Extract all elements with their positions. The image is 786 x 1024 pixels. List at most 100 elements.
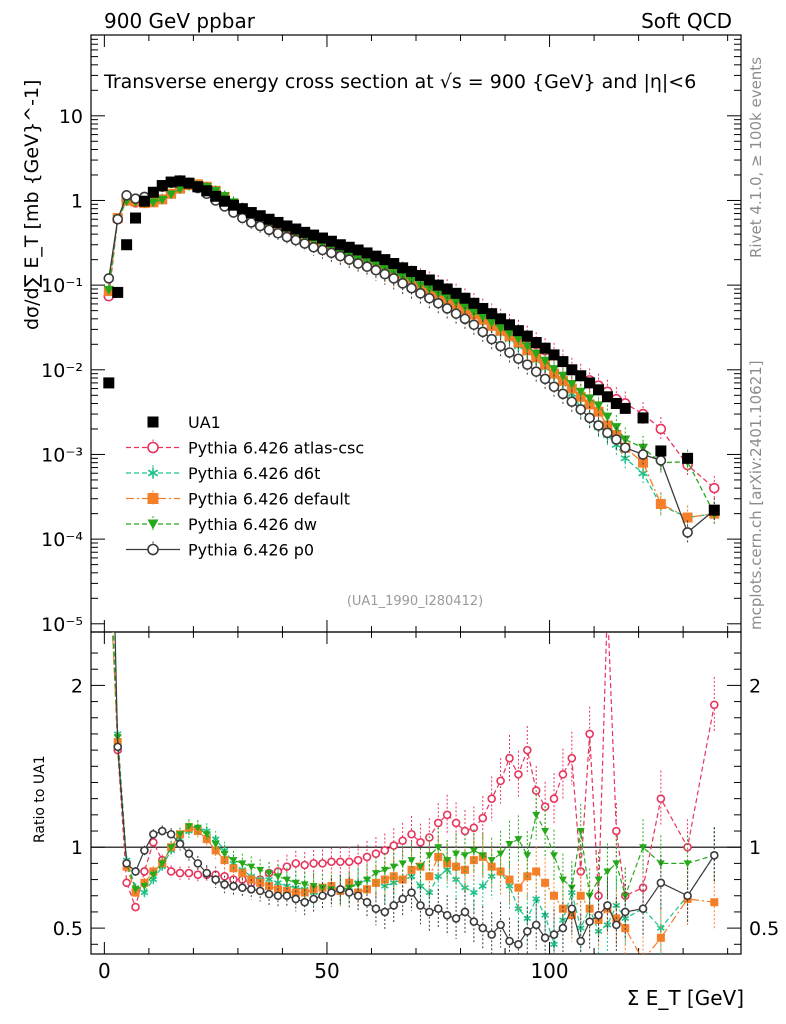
ratio-point-4: [202, 868, 212, 878]
ratio-point-0: [309, 859, 318, 868]
ratio-point-0: [193, 870, 203, 880]
ratio-point-4: [291, 894, 301, 904]
series-point-4: [450, 308, 462, 319]
y-tick-label: 1: [71, 190, 83, 212]
ratio-point-3: [202, 831, 211, 839]
ratio-point-2: [425, 872, 434, 881]
ratio-point-4: [371, 904, 381, 913]
ratio-point-4: [220, 880, 229, 889]
data-point: [201, 185, 213, 197]
ratio-point-1-arm: [532, 896, 541, 902]
data-point: [682, 452, 694, 464]
series-point-4: [619, 442, 631, 454]
ratio-point-2: [541, 878, 550, 887]
ratio-point-4: [576, 936, 586, 946]
y-tick-label: 10⁻⁵: [41, 614, 83, 636]
ratio-point-3: [460, 852, 469, 860]
series-point-2: [655, 498, 666, 509]
ratio-point-2: [710, 898, 719, 907]
ratio-point-4: [318, 891, 327, 901]
ratio-point-4: [612, 920, 621, 930]
ratio-point-3: [371, 870, 380, 878]
series-point-4: [682, 527, 693, 538]
ratio-point-4: [585, 917, 594, 926]
series-point-4: [602, 427, 613, 439]
data-point: [441, 283, 453, 295]
ratio-line-3: [112, 632, 715, 898]
ratio-point-3: [318, 884, 327, 892]
ratio-point-0: [469, 823, 479, 833]
ratio-point-0: [558, 770, 568, 779]
data-point: [219, 195, 231, 207]
data-point: [236, 203, 248, 215]
ratio-point-3: [603, 868, 612, 876]
ratio-point-1-arm: [416, 883, 425, 889]
ratio-tick-label: 2: [71, 675, 83, 697]
series-point-3: [593, 401, 604, 411]
ratio-point-4: [683, 891, 692, 901]
series-point-4: [566, 396, 578, 407]
ratio-point-2: [265, 882, 274, 891]
ratio-point-3: [558, 876, 567, 884]
series-point-4: [406, 282, 417, 294]
ratio-point-3: [469, 847, 478, 855]
data-point: [495, 313, 507, 325]
data-point: [112, 286, 124, 298]
ratio-point-1-arm: [541, 912, 549, 918]
ratio-point-3: [452, 850, 461, 858]
ratio-point-2: [282, 886, 291, 895]
data-point: [227, 199, 239, 211]
ratio-point-2: [220, 856, 229, 865]
data-point: [539, 342, 551, 354]
ratio-point-1: [105, 520, 112, 528]
ratio-point-0: [478, 813, 488, 823]
ratio-point-4: [175, 839, 185, 849]
ratio-point-4: [514, 939, 523, 949]
series-point-4: [637, 449, 649, 460]
x-tick-label: 0: [98, 959, 111, 983]
ratio-point-0: [380, 846, 390, 855]
series-point-4: [263, 224, 275, 236]
ratio-point-0: [282, 862, 292, 871]
series-point-4: [335, 250, 346, 262]
series-point-0: [655, 423, 667, 435]
data-point: [156, 180, 168, 192]
ratio-point-2: [389, 872, 398, 881]
ratio-tick-label: 0.5: [53, 918, 83, 940]
ratio-point-0: [567, 753, 577, 763]
ratio-point-0: [291, 859, 301, 868]
ratio-point-3: [514, 836, 523, 844]
series-point-3: [148, 198, 159, 208]
data-point: [708, 504, 720, 516]
y-tick-label: 10: [59, 106, 83, 128]
series-point-3: [103, 285, 114, 295]
ratio-point-4: [389, 901, 399, 910]
y-tick-label: 10⁻²: [41, 360, 83, 382]
data-point: [593, 384, 605, 396]
main-plot-area: [103, 175, 720, 545]
ratio-point-4: [264, 889, 274, 899]
data-point: [530, 337, 542, 349]
data-point: [174, 175, 186, 187]
legend-marker: [147, 416, 159, 428]
series-point-4: [557, 388, 569, 400]
ratio-point-3: [550, 852, 559, 860]
ratio-point-4: [709, 850, 719, 860]
series-point-4: [504, 347, 515, 358]
series-point-4: [539, 373, 551, 385]
series-point-3: [602, 412, 613, 422]
ratio-point-1-arm: [567, 889, 576, 896]
data-point: [325, 235, 337, 247]
ratio-point-4: [451, 914, 461, 923]
data-point: [210, 190, 222, 202]
ratio-point-4: [549, 930, 559, 939]
series-point-3: [433, 289, 444, 299]
series-point-1: [638, 468, 648, 479]
ratio-point-0: [407, 829, 416, 839]
ratio-point-0: [140, 867, 149, 876]
series-point-4: [317, 244, 328, 256]
header-right-label: Soft QCD: [641, 9, 732, 33]
legend-label: Pythia 6.426 default: [188, 490, 350, 509]
ratio-point-4: [469, 917, 479, 926]
